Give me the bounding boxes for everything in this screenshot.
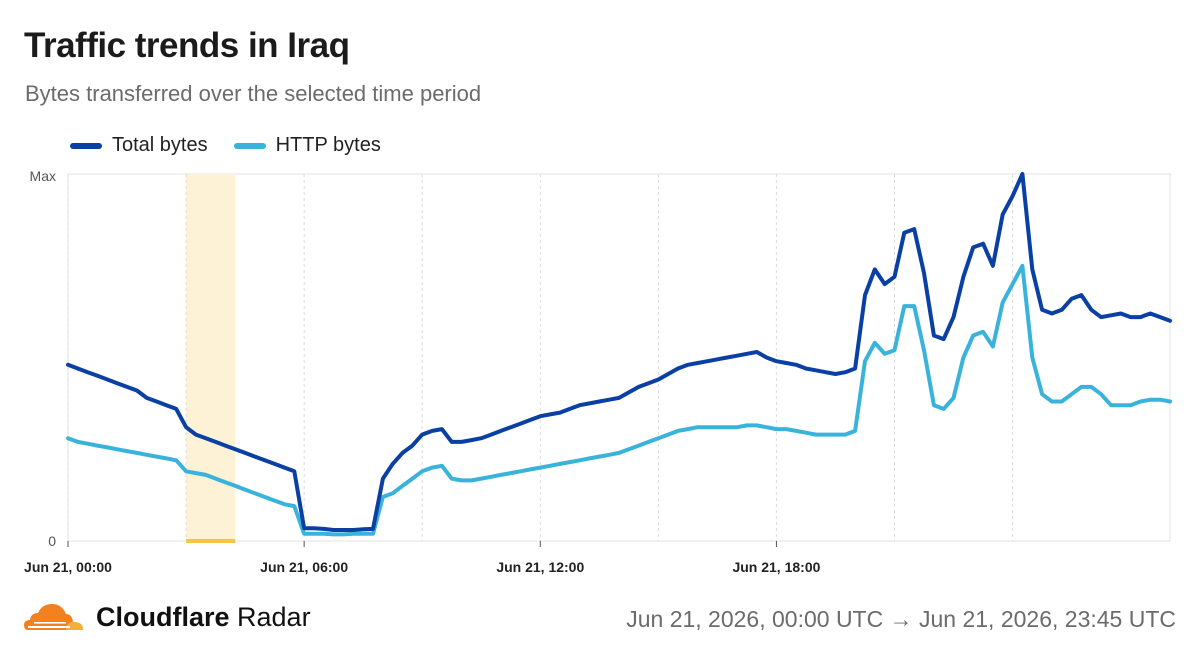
- legend-item-http-bytes[interactable]: HTTP bytes: [233, 134, 381, 157]
- series-line-total-bytes: [66, 172, 1172, 532]
- chart-subtitle: Bytes transferred over the selected time…: [25, 81, 482, 106]
- cloudflare-radar-logo[interactable]: Cloudflare Radar: [22, 600, 311, 634]
- date-range: Jun 21, 2026, 00:00 UTC → Jun 21, 2026, …: [626, 606, 1176, 632]
- x-tick-label: Jun 21, 12:00: [496, 559, 584, 575]
- brand-name: Cloudflare: [96, 601, 230, 632]
- outage-band: [186, 174, 236, 541]
- legend-label-http: HTTP bytes: [275, 134, 381, 156]
- legend-item-total-bytes[interactable]: Total bytes: [70, 134, 208, 157]
- y-tick-label-max: Max: [30, 168, 56, 184]
- outage-marker: [186, 539, 236, 543]
- chart-legend: Total bytes HTTP bytes: [70, 134, 407, 157]
- brand-text: Cloudflare Radar: [96, 602, 311, 633]
- x-tick-label: Jun 21, 06:00: [260, 559, 348, 575]
- legend-label-total: Total bytes: [112, 134, 208, 156]
- y-tick-label-zero: 0: [48, 533, 56, 549]
- legend-swatch-http: [233, 142, 266, 149]
- x-tick-label: Jun 21, 00:00: [24, 559, 112, 575]
- brand-product: Radar: [237, 601, 311, 632]
- x-tick-label: Jun 21, 18:00: [732, 559, 820, 575]
- cloudflare-cloud-icon: [24, 604, 83, 630]
- plot-area: [67, 173, 1171, 542]
- series-line-http-bytes: [66, 263, 1172, 537]
- traffic-chart[interactable]: Jun 21, 00:00 Jun 21, 06:00 Jun 21, 12:00 J…: [0, 160, 1200, 585]
- legend-swatch-total: [70, 142, 102, 149]
- chart-title: Traffic trends in Iraq: [24, 26, 350, 65]
